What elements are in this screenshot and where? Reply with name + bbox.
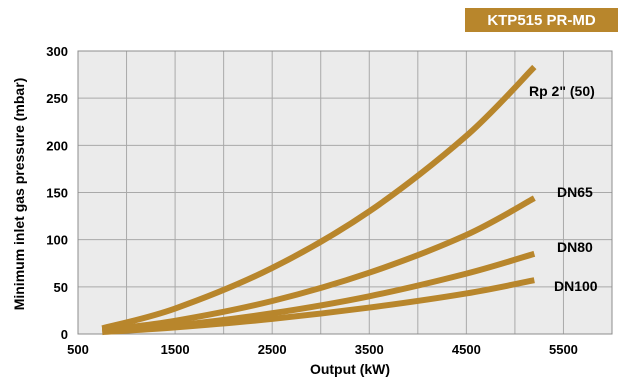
- y-tick-label: 300: [46, 44, 68, 59]
- chart-series-labels: Rp 2" (50) DN65 DN80 DN100: [529, 83, 598, 294]
- x-axis-label: Output (kW): [310, 361, 390, 377]
- x-tick-label: 3500: [355, 342, 384, 357]
- series-line: [101, 64, 537, 332]
- chart-series-lines: [101, 64, 537, 336]
- series-line: [102, 277, 535, 336]
- y-tick-label: 50: [54, 280, 68, 295]
- chart-tick-labels: 500 1500 2500 3500 4500 5500 0 50 100 150 200 250 30…: [46, 44, 578, 357]
- series-label: DN65: [557, 184, 593, 200]
- x-tick-label: 5500: [549, 342, 578, 357]
- series-label: DN80: [557, 239, 593, 255]
- y-tick-label: 150: [46, 186, 68, 201]
- y-tick-label: 250: [46, 91, 68, 106]
- series-line: [101, 195, 536, 334]
- y-tick-label: 100: [46, 233, 68, 248]
- x-tick-label: 2500: [258, 342, 287, 357]
- y-tick-label: 0: [61, 327, 68, 342]
- series-label: Rp 2" (50): [529, 83, 595, 99]
- x-tick-label: 500: [67, 342, 89, 357]
- y-tick-label: 200: [46, 138, 68, 153]
- plot-border: [77, 50, 613, 335]
- y-axis-label: Minimum inlet gas pressure (mbar): [11, 78, 27, 311]
- x-tick-label: 4500: [452, 342, 481, 357]
- x-tick-label: 1500: [161, 342, 190, 357]
- model-badge: KTP515 PR-MD: [465, 8, 618, 32]
- series-label: DN100: [554, 278, 598, 294]
